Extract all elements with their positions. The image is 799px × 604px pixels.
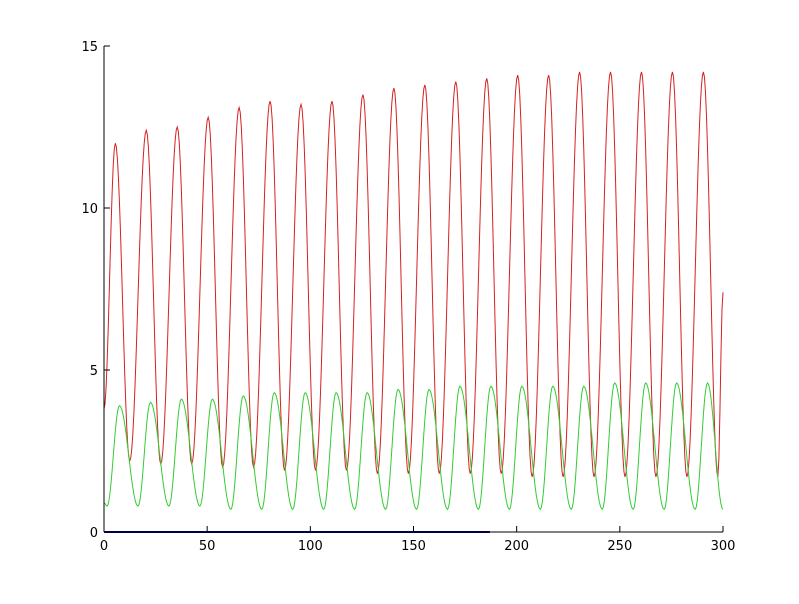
y-tick-label: 0 bbox=[90, 526, 98, 541]
x-tick-label: 250 bbox=[607, 539, 632, 554]
y-tick-label: 5 bbox=[90, 364, 98, 379]
y-tick-label: 15 bbox=[81, 40, 98, 55]
plot-area bbox=[104, 46, 723, 532]
green-series-line bbox=[103, 382, 724, 511]
red-series-line bbox=[103, 71, 724, 478]
x-tick-label: 100 bbox=[298, 539, 323, 554]
axes-layer: 0 50 100 150 200 250 300 0 5 10 15 bbox=[81, 40, 735, 554]
y-tick-label: 10 bbox=[81, 202, 98, 217]
x-tick-label: 150 bbox=[401, 539, 426, 554]
x-tick-label: 0 bbox=[100, 539, 108, 554]
plot-background bbox=[104, 46, 723, 532]
x-tick-label: 50 bbox=[199, 539, 216, 554]
x-tick-label: 300 bbox=[711, 539, 736, 554]
x-tick-label: 200 bbox=[504, 539, 529, 554]
